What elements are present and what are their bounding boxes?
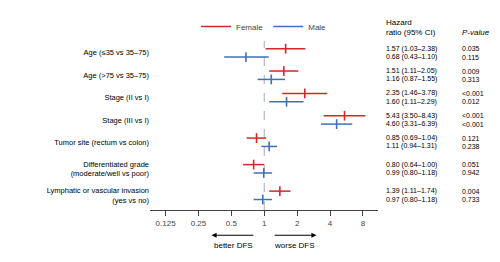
svg-text:1.57 (1.03–2.38): 1.57 (1.03–2.38) (386, 45, 437, 53)
svg-text:0.035: 0.035 (462, 45, 480, 52)
svg-text:Tumor site (rectum vs colon): Tumor site (rectum vs colon) (54, 138, 149, 147)
svg-text:<0.001: <0.001 (462, 121, 484, 128)
svg-text:1.60 (1.11–2.29): 1.60 (1.11–2.29) (386, 98, 437, 106)
svg-text:1.16 (0.87–1.55): 1.16 (0.87–1.55) (386, 75, 437, 83)
svg-text:Age (>75 vs 35–75): Age (>75 vs 35–75) (83, 71, 149, 80)
svg-text:Differentiated grade(moderate/: Differentiated grade(moderate/well vs po… (71, 160, 150, 179)
svg-text:Hazardratio (95% CI): Hazardratio (95% CI) (386, 18, 436, 37)
svg-text:2: 2 (295, 219, 300, 228)
svg-text:<0.001: <0.001 (462, 112, 484, 119)
svg-text:4: 4 (328, 219, 333, 228)
svg-text:0.004: 0.004 (462, 188, 480, 195)
svg-text:<0.001: <0.001 (462, 90, 484, 97)
svg-text:Female: Female (236, 23, 263, 32)
svg-text:1.39 (1.11–1.74): 1.39 (1.11–1.74) (386, 187, 437, 195)
svg-text:0.85 (0.69–1.04): 0.85 (0.69–1.04) (386, 134, 437, 142)
svg-text:0.942: 0.942 (462, 169, 480, 176)
svg-text:better DFS: better DFS (214, 241, 253, 250)
svg-text:0.97 (0.80–1.18): 0.97 (0.80–1.18) (386, 196, 437, 204)
svg-text:0.5: 0.5 (226, 219, 238, 228)
svg-text:1.51 (1.11–2.05): 1.51 (1.11–2.05) (386, 67, 437, 75)
svg-text:Age (≤35 vs 35–75): Age (≤35 vs 35–75) (84, 48, 150, 57)
svg-text:0.125: 0.125 (156, 219, 177, 228)
svg-text:2.35 (1.46–3.78): 2.35 (1.46–3.78) (386, 89, 437, 97)
svg-text:8: 8 (361, 219, 366, 228)
svg-text:0.012: 0.012 (462, 98, 480, 105)
svg-text:0.313: 0.313 (462, 76, 480, 83)
svg-text:worse DFS: worse DFS (274, 241, 315, 250)
svg-text:0.733: 0.733 (462, 196, 480, 203)
svg-text:1.11 (0.94–1.31): 1.11 (0.94–1.31) (386, 142, 437, 150)
svg-text:Stage (II vs I): Stage (II vs I) (104, 93, 149, 102)
svg-text:4.60 (3.31–6.39): 4.60 (3.31–6.39) (386, 120, 437, 128)
svg-text:0.25: 0.25 (191, 219, 207, 228)
svg-text:0.68 (0.43–1.10): 0.68 (0.43–1.10) (386, 53, 437, 61)
svg-text:0.115: 0.115 (462, 54, 479, 61)
svg-text:0.99 (0.80–1.18): 0.99 (0.80–1.18) (386, 169, 437, 177)
svg-text:0.238: 0.238 (462, 143, 480, 150)
svg-text:Male: Male (308, 23, 326, 32)
svg-text:0.009: 0.009 (462, 68, 480, 75)
svg-text:0.051: 0.051 (462, 161, 480, 168)
svg-text:0.80 (0.64–1.00): 0.80 (0.64–1.00) (386, 161, 437, 169)
svg-text:P-value: P-value (462, 28, 490, 37)
svg-text:Stage (III vs I): Stage (III vs I) (102, 116, 149, 125)
svg-text:5.43 (3.50–8.43): 5.43 (3.50–8.43) (386, 112, 437, 120)
svg-text:Lymphatic or vascular invasion: Lymphatic or vascular invasion(yes vs no… (47, 186, 150, 205)
svg-text:1: 1 (262, 219, 267, 228)
svg-text:0.121: 0.121 (462, 135, 480, 142)
